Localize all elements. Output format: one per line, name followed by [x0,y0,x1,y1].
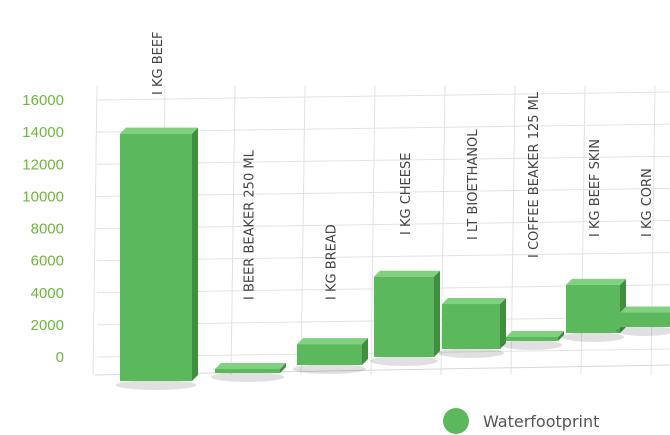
bar-shadow [502,340,562,350]
bar [370,270,440,366]
category-label: I KG BREAD [325,224,340,300]
bar-top [442,298,506,305]
bar-shadow [616,326,670,336]
grid-line [300,85,306,376]
bar-top [297,338,368,345]
bar-front [566,284,620,333]
bar-front [620,312,670,327]
bar-front [297,344,362,365]
grid-line [510,85,516,376]
y-tick-label: 0 [56,349,64,366]
bar-top [374,270,440,277]
category-label: I COFFEE BEAKER 125 ML [527,91,542,258]
bar [562,278,626,342]
bar-side [500,298,506,349]
y-tick-label: 2000 [31,317,64,334]
bar-side [280,363,286,373]
y-tick-label: 4000 [31,285,64,302]
category-label: I LT BIOETHANOL [466,129,481,240]
y-tick-label: 10000 [22,188,64,205]
grid-line [92,85,98,376]
bar-front [442,304,500,349]
category-label: I KG CHEESE [399,153,414,235]
y-axis: 0 2000 4000 6000 8000 10000 12000 14000 16000 [22,92,64,366]
category-label: I KG CORN [640,168,655,237]
bar [293,338,368,374]
bar-top [120,127,198,134]
bar-side [434,270,440,357]
y-tick-label: 16000 [22,92,64,109]
bar [116,127,198,390]
legend-swatch [443,408,469,434]
y-tick-label: 14000 [22,124,64,141]
grid-line [230,85,236,376]
bar [616,306,670,336]
legend: Waterfootprint [443,408,599,434]
category-label: I KG BEEF [151,31,166,95]
grid-line [96,91,670,101]
grid-line [440,85,446,376]
y-tick-label: 12000 [22,156,64,173]
grid-line [370,85,376,376]
category-label: I KG BEEF SKIN [588,139,603,237]
bar-top [506,331,564,337]
bars [116,127,670,390]
bar-shadow [293,364,366,374]
bar-shadow [370,356,438,366]
bar-top [215,363,286,369]
bar [211,363,286,382]
bar-front [215,369,280,373]
bar-front [120,133,192,381]
y-tick-label: 6000 [31,253,64,270]
bar-shadow [438,348,504,358]
y-tick-label: 8000 [31,221,64,238]
bar-front [374,276,434,357]
bar-shadow [562,332,624,342]
legend-label: Waterfootprint [483,412,599,431]
bar-shadow [211,372,284,382]
bar [502,331,564,350]
category-labels: I KG BEEF I BEER BEAKER 250 ML I KG BREAD I… [151,31,655,300]
category-label: I BEER BEAKER 250 ML [243,149,258,300]
bar-side [558,331,564,341]
bar-shadow [116,380,196,390]
bar-top [566,278,626,285]
bar-side [362,338,368,365]
bar-front [506,337,558,341]
bar-side [192,127,198,381]
bar [438,298,506,358]
bar-top [620,306,670,313]
